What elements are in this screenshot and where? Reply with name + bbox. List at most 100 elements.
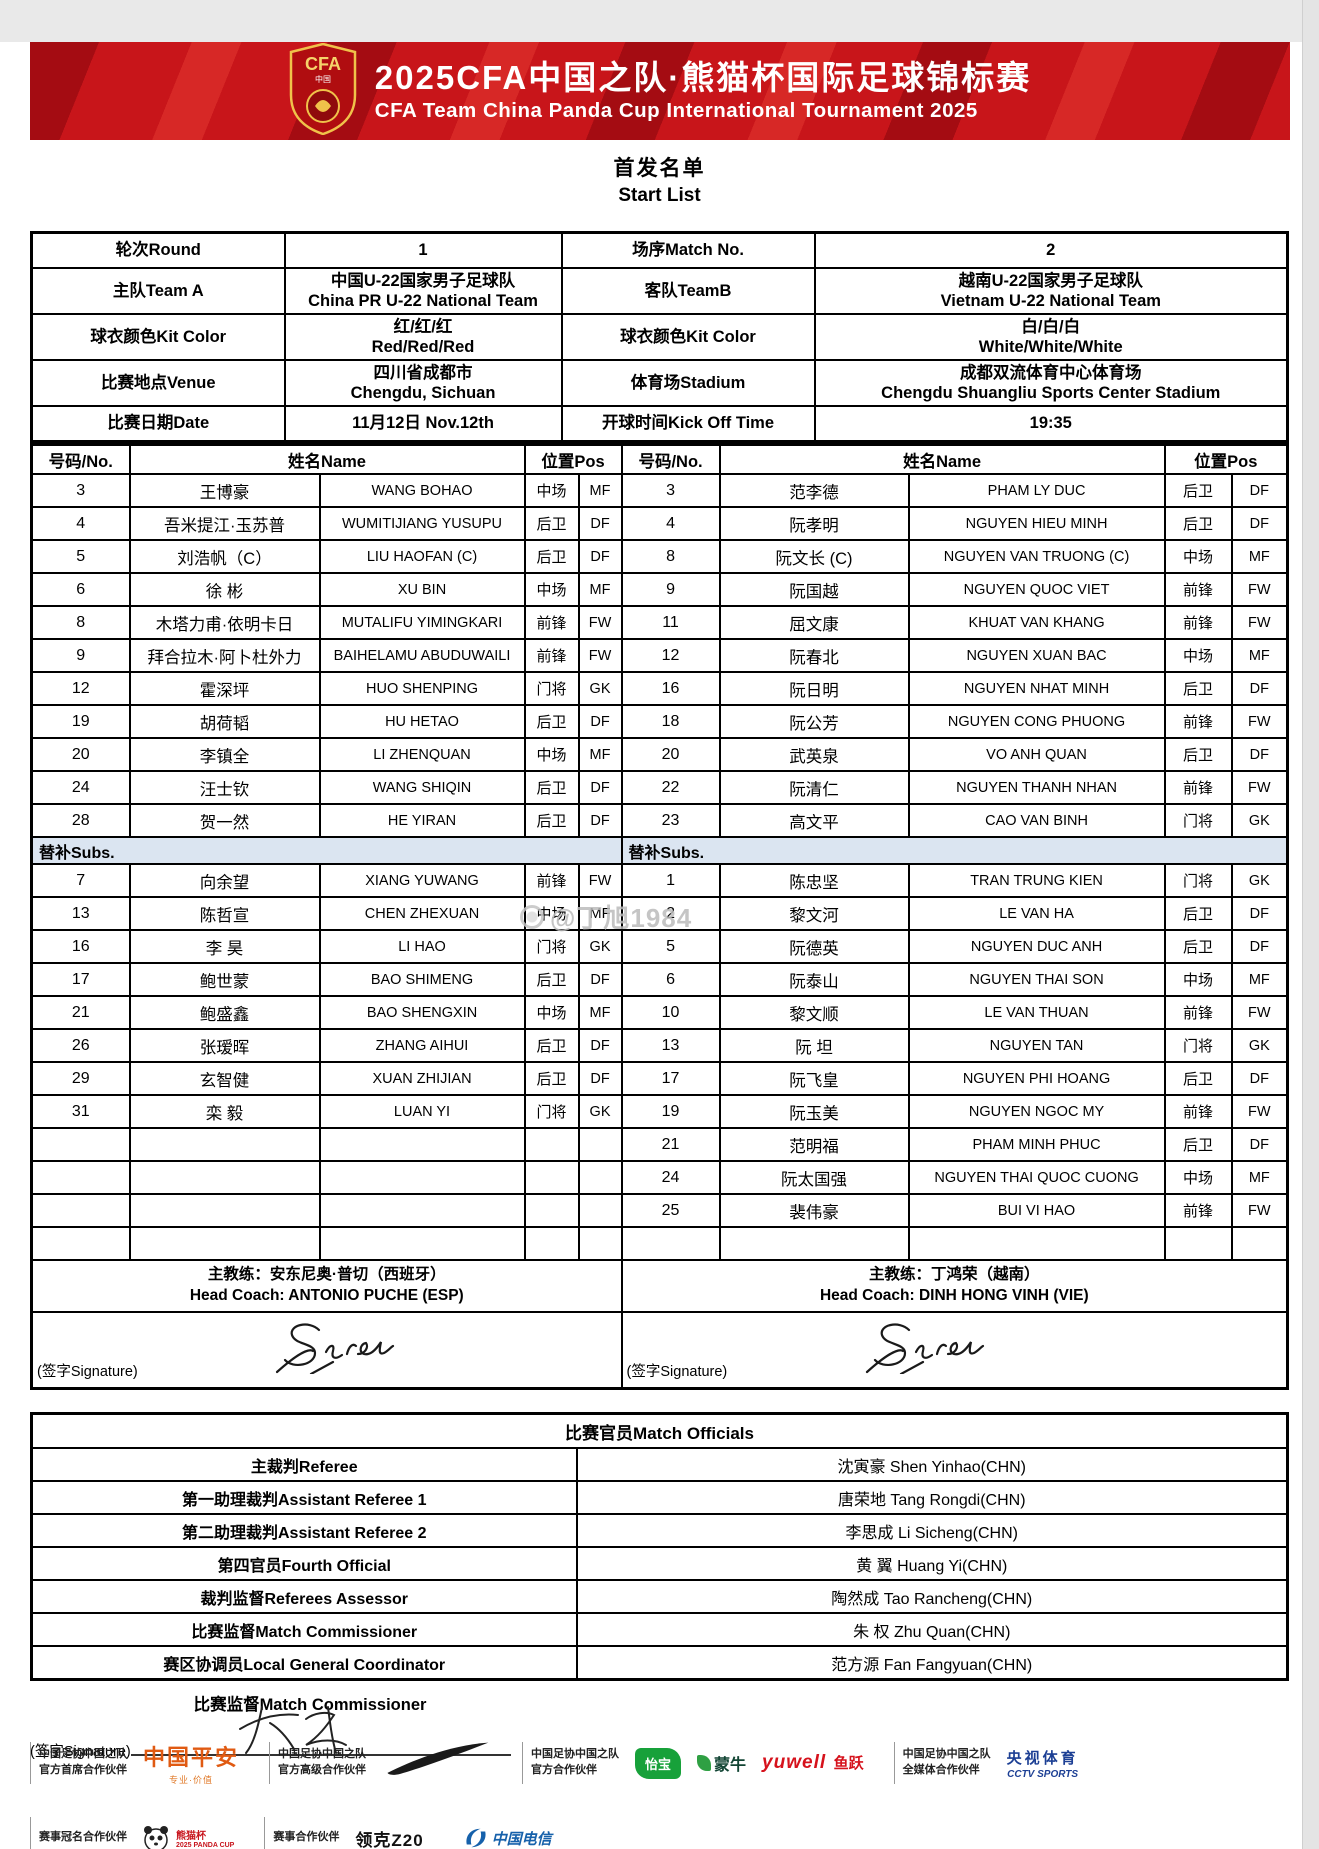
player-name-en-b: NGUYEN CONG PHUONG: [907, 704, 1166, 739]
player-pos-cn-a: 后卫: [523, 1028, 580, 1063]
official-name: 范方源 Fan Fangyuan(CHN): [575, 1645, 1289, 1681]
starter-row: 28 贺一然 HE YIRAN 后卫 DF 23 高文平 CAO VAN BIN…: [30, 803, 1289, 838]
player-number-a: 7: [30, 863, 131, 898]
info-label-right: 球衣颜色Kit Color: [560, 313, 816, 361]
player-pos-en-b: DF: [1230, 896, 1289, 931]
official-role: 裁判监督Referees Assessor: [30, 1579, 578, 1614]
player-name-en-b: NGUYEN THAI SON: [907, 962, 1166, 997]
player-name-cn-a: 王博豪: [128, 473, 321, 508]
mengniu-logo: 蒙牛: [697, 1751, 746, 1775]
player-pos-en-b: FW: [1230, 1094, 1289, 1129]
player-pos-en-b: DF: [1230, 1061, 1289, 1096]
signature-cell-a: (签字Signature): [30, 1311, 623, 1390]
official-row: 第二助理裁判Assistant Referee 2 李思成 Li Sicheng…: [30, 1513, 1289, 1548]
player-pos-cn-b: 中场: [1163, 638, 1233, 673]
official-row: 赛区协调员Local General Coordinator 范方源 Fan F…: [30, 1645, 1289, 1681]
official-role: 赛区协调员Local General Coordinator: [30, 1645, 578, 1681]
player-name-en-a: HE YIRAN: [318, 803, 526, 838]
col-header-pos-a: 位置Pos: [523, 443, 623, 475]
player-name-cn-b: 范明福: [718, 1127, 910, 1162]
player-number-a: 8: [30, 605, 131, 640]
sub-row: 26 张瑷晖 ZHANG AIHUI 后卫 DF 13 阮 坦 NGUYEN T…: [30, 1028, 1289, 1063]
player-number-b: 4: [620, 506, 721, 541]
sponsor-label: 中国足协中国之队 官方首席合作伙伴: [39, 1748, 127, 1776]
official-name: 唐荣地 Tang Rongdi(CHN): [575, 1480, 1289, 1515]
player-pos-en-a: DF: [577, 803, 623, 838]
player-pos-en-a: MF: [577, 896, 623, 931]
panda-icon: [144, 1826, 168, 1849]
player-name-cn-a: 张瑷晖: [128, 1028, 321, 1063]
player-pos-cn-b: 中场: [1163, 539, 1233, 574]
info-value-right: 19:35: [813, 405, 1289, 443]
player-name-en-b: [907, 1226, 1166, 1261]
player-name-en-b: NGUYEN NHAT MINH: [907, 671, 1166, 706]
player-pos-cn-b: 后卫: [1163, 896, 1233, 931]
sub-row: 16 李 昊 LI HAO 门将 GK 5 阮德英 NGUYEN DUC ANH…: [30, 929, 1289, 964]
player-name-en-a: HUO SHENPING: [318, 671, 526, 706]
player-number-b: [620, 1226, 721, 1261]
player-pos-en-a: DF: [577, 1028, 623, 1063]
info-value-right: 白/白/白 White/White/White: [813, 313, 1289, 361]
player-pos-en-b: MF: [1230, 638, 1289, 673]
player-pos-en-b: FW: [1230, 572, 1289, 607]
player-number-a: 31: [30, 1094, 131, 1129]
player-pos-en-a: [577, 1226, 623, 1261]
sponsor-group-official: 中国足协中国之队 官方合作伙伴 怡宝 蒙牛 yuwell 鱼跃: [522, 1742, 864, 1784]
starter-row: 3 王博豪 WANG BOHAO 中场 MF 3 范李德 PHAM LY DUC…: [30, 473, 1289, 508]
info-value-right: 越南U-22国家男子足球队 Vietnam U-22 National Team: [813, 267, 1289, 315]
divider: [269, 1742, 271, 1784]
coach-signature-scribble-b: [853, 1318, 1003, 1379]
player-name-cn-b: 黎文河: [718, 896, 910, 931]
sponsor-group-premium: 中国足协中国之队 官方高级合作伙伴: [269, 1741, 492, 1786]
player-name-cn-a: [128, 1160, 321, 1195]
player-name-en-a: [318, 1127, 526, 1162]
player-pos-en-b: DF: [1230, 506, 1289, 541]
sponsor-label: 中国足协中国之队 官方合作伙伴: [531, 1748, 620, 1776]
starter-row: 6 徐 彬 XU BIN 中场 MF 9 阮国越 NGUYEN QUOC VIE…: [30, 572, 1289, 607]
signature-label-a: (签字Signature): [37, 1364, 138, 1380]
player-name-en-a: LIU HAOFAN (C): [318, 539, 526, 574]
info-label-left: 比赛日期Date: [30, 405, 286, 443]
player-name-cn-b: 阮清仁: [718, 770, 910, 805]
player-number-a: 6: [30, 572, 131, 607]
player-name-cn-b: 阮春北: [718, 638, 910, 673]
player-pos-cn-a: 前锋: [523, 863, 580, 898]
player-number-a: [30, 1226, 131, 1261]
cfa-crest-logo: CFA 中国: [289, 42, 357, 140]
document-title: 首发名单 Start List: [0, 0, 1319, 207]
sponsor-group-chief: 中国足协中国之队 官方首席合作伙伴 中国平安 专业·价值: [30, 1740, 239, 1786]
player-name-cn-b: 武英泉: [718, 737, 910, 772]
info-label-left: 主队Team A: [30, 267, 286, 315]
player-pos-cn-a: [523, 1193, 580, 1228]
player-pos-cn-a: 后卫: [523, 1061, 580, 1096]
match-info-row: 球衣颜色Kit Color 红/红/红 Red/Red/Red 球衣颜色Kit …: [30, 313, 1289, 361]
info-label-left: 比赛地点Venue: [30, 359, 286, 407]
player-number-b: 13: [620, 1028, 721, 1063]
player-pos-en-a: DF: [577, 539, 623, 574]
starter-row: 5 刘浩帆（C） LIU HAOFAN (C) 后卫 DF 8 阮文长 (C) …: [30, 539, 1289, 574]
player-name-cn-b: 阮泰山: [718, 962, 910, 997]
player-number-a: 3: [30, 473, 131, 508]
player-pos-cn-a: 门将: [523, 929, 580, 964]
player-pos-en-a: [577, 1193, 623, 1228]
divider: [30, 1817, 31, 1849]
player-name-en-a: ZHANG AIHUI: [318, 1028, 526, 1063]
player-number-b: 1: [620, 863, 721, 898]
info-label-left: 球衣颜色Kit Color: [30, 313, 286, 361]
player-number-a: 9: [30, 638, 131, 673]
player-name-cn-b: 阮文长 (C): [718, 539, 910, 574]
officials-title: 比赛官员Match Officials: [30, 1412, 1289, 1449]
divider: [893, 1742, 895, 1784]
sub-row: 7 向余望 XIANG YUWANG 前锋 FW 1 陈忠坚 TRAN TRUN…: [30, 863, 1289, 898]
player-pos-en-a: MF: [577, 473, 623, 508]
player-pos-cn-a: 后卫: [523, 506, 580, 541]
player-name-cn-b: [718, 1226, 910, 1261]
coach-row: 主教练：安东尼奥·普切（西班牙） Head Coach: ANTONIO PUC…: [30, 1259, 1289, 1313]
commissioner-signature-block: 比赛监督Match Commissioner (签字Signature): [30, 1691, 590, 1763]
info-value-left: 11月12日 Nov.12th: [283, 405, 563, 443]
player-name-en-a: WUMITIJIANG YUSUPU: [318, 506, 526, 541]
player-pos-cn-b: 后卫: [1163, 929, 1233, 964]
player-name-cn-b: 黎文顺: [718, 995, 910, 1030]
subs-label-a: 替补Subs.: [30, 836, 623, 865]
player-name-en-a: BAO SHENGXIN: [318, 995, 526, 1030]
